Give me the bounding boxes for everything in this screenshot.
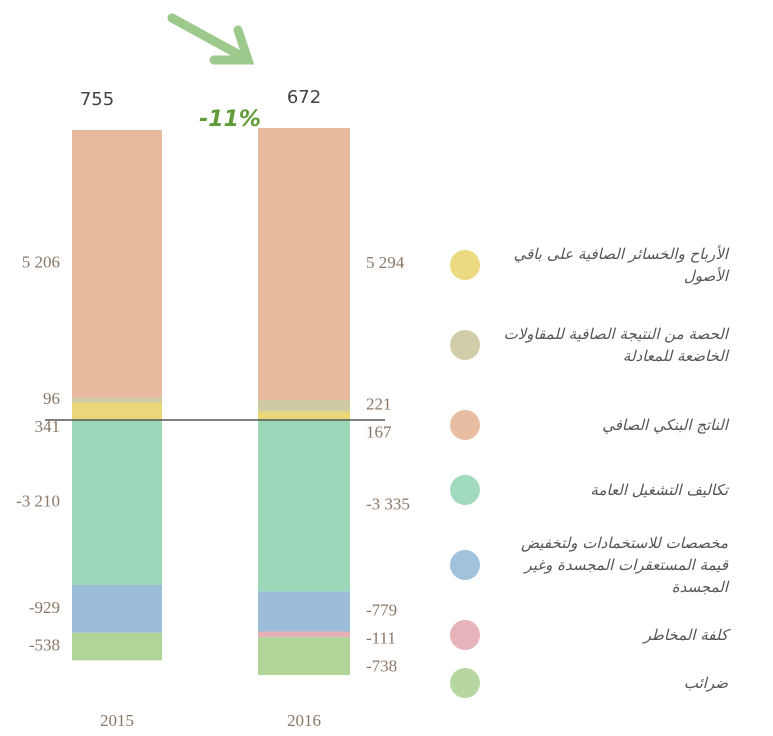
legend-label: الناتج البنكي الصافي bbox=[602, 416, 728, 434]
value-label: 167 bbox=[366, 423, 392, 442]
legend-label: تكاليف التشغيل العامة bbox=[590, 481, 728, 499]
legend-swatch bbox=[450, 250, 480, 280]
value-label: -779 bbox=[366, 600, 397, 619]
legend-swatch bbox=[450, 668, 480, 698]
legend-item: الأرباح والخسائر الصافية على باقي الأصول bbox=[450, 243, 728, 287]
legend-label: كلفة المخاطر bbox=[643, 626, 728, 644]
legend-swatch bbox=[450, 620, 480, 650]
value-label: -929 bbox=[29, 598, 60, 617]
bar-segment bbox=[258, 411, 350, 420]
value-label: -738 bbox=[366, 656, 397, 675]
legend-swatch bbox=[450, 550, 480, 580]
value-label: 96 bbox=[43, 389, 60, 408]
bar-segment bbox=[258, 631, 350, 638]
legend-label: الحصة من النتيجة الصافية للمقاولات الخاض… bbox=[503, 325, 728, 365]
bar-segment bbox=[72, 632, 162, 661]
value-label: 5 294 bbox=[366, 253, 405, 272]
bar-segment bbox=[72, 402, 162, 420]
bar-segment bbox=[258, 400, 350, 412]
legend-label: مخصصات للاستخمادات ولتخفيض قيمة المستعقر… bbox=[521, 534, 728, 596]
legend-item: الناتج البنكي الصافي bbox=[450, 410, 728, 440]
bar-segment bbox=[72, 129, 162, 398]
x-tick-label: 2016 bbox=[287, 711, 321, 730]
legend-item: تكاليف التشغيل العامة bbox=[450, 475, 728, 505]
total-label: 672 bbox=[287, 87, 321, 108]
value-label: -111 bbox=[366, 628, 396, 647]
x-tick-label: 2015 bbox=[100, 711, 134, 730]
bar-segment bbox=[258, 420, 350, 592]
value-label: 5 206 bbox=[22, 253, 60, 272]
value-label: -3 335 bbox=[366, 495, 410, 514]
legend-label: الأرباح والخسائر الصافية على باقي الأصول bbox=[513, 245, 728, 285]
legend-label: ضرائب bbox=[683, 674, 728, 692]
arrow-decoration bbox=[167, 13, 255, 65]
total-label: 755 bbox=[80, 89, 114, 110]
value-label: -3 210 bbox=[16, 491, 60, 510]
bar-segment bbox=[72, 420, 162, 585]
change-annotation: -11% bbox=[199, 107, 261, 132]
legend-item: الحصة من النتيجة الصافية للمقاولات الخاض… bbox=[450, 323, 728, 367]
value-label: 221 bbox=[366, 395, 392, 414]
legend-swatch bbox=[450, 475, 480, 505]
bar-segment bbox=[258, 637, 350, 676]
legend-item: مخصصات للاستخمادات ولتخفيض قيمة المستعقر… bbox=[450, 532, 728, 598]
value-label: -538 bbox=[29, 635, 60, 654]
bar-segment bbox=[72, 397, 162, 403]
value-label: 341 bbox=[35, 417, 61, 436]
legend-item: كلفة المخاطر bbox=[450, 620, 728, 650]
bar-segment bbox=[72, 584, 162, 633]
legend-swatch bbox=[450, 330, 480, 360]
bar-segment bbox=[258, 591, 350, 632]
legend-swatch bbox=[450, 410, 480, 440]
legend-item: ضرائب bbox=[450, 668, 728, 698]
bar-segment bbox=[258, 127, 350, 401]
